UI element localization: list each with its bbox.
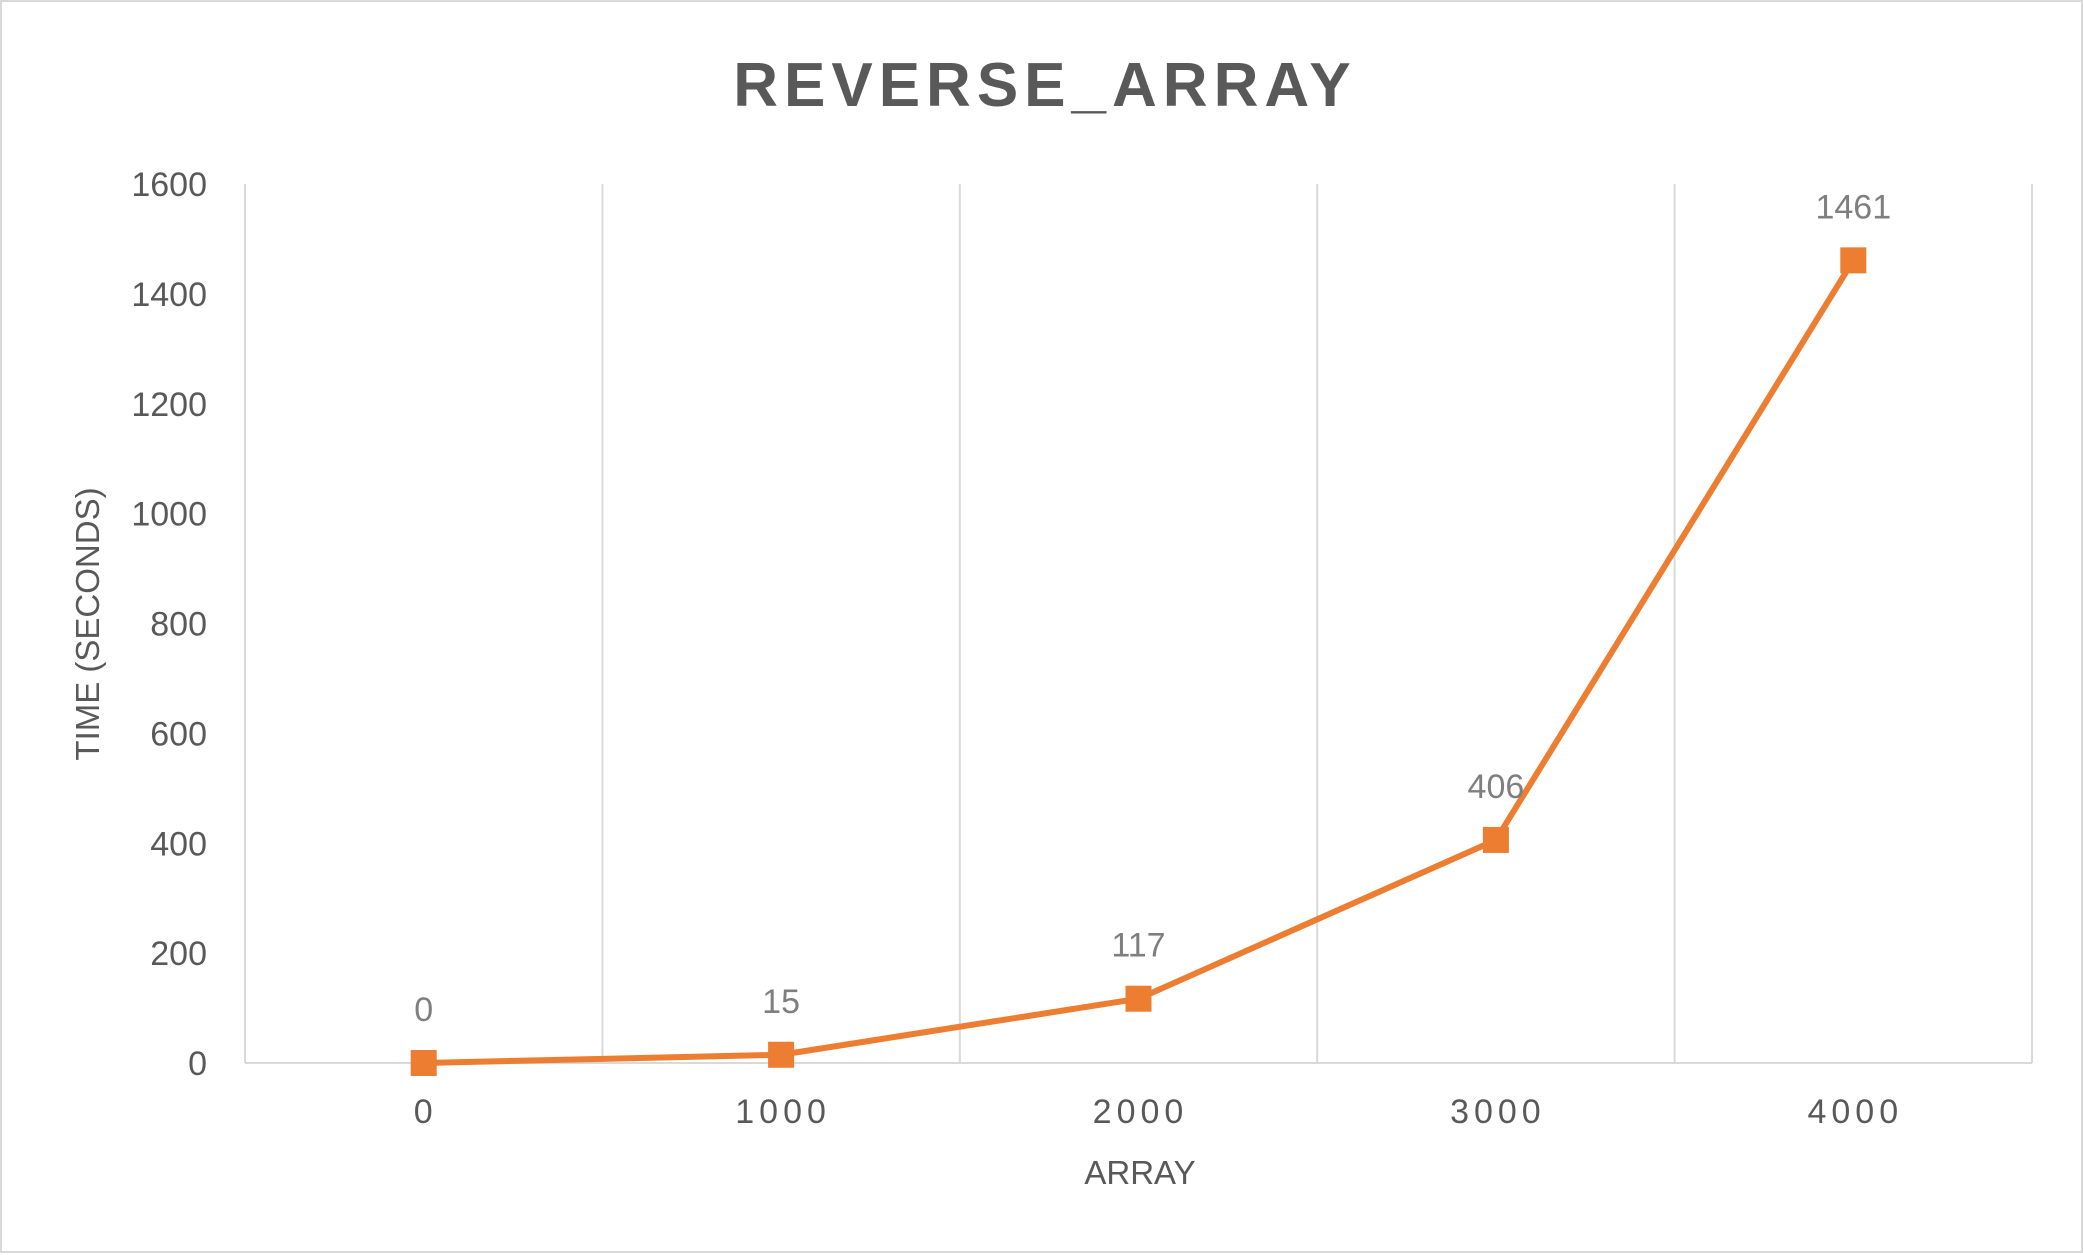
y-tick-label: 1200 bbox=[131, 386, 207, 424]
x-tick-label: 2000 bbox=[1093, 1093, 1189, 1131]
y-tick-label: 1400 bbox=[131, 276, 207, 314]
y-tick-label: 1000 bbox=[131, 496, 207, 534]
data-label: 0 bbox=[414, 991, 433, 1029]
data-label: 406 bbox=[1468, 768, 1525, 806]
y-tick-label: 200 bbox=[150, 935, 207, 973]
x-tick-label: 4000 bbox=[1807, 1093, 1903, 1131]
axes: 0 200 400 600 800 1000 1200 1400 1600 0 1000 2000 30… bbox=[131, 166, 2032, 1131]
y-tick-label: 1600 bbox=[131, 166, 207, 204]
data-label: 15 bbox=[762, 983, 800, 1021]
data-label: 1461 bbox=[1815, 188, 1891, 226]
labels: 0 15 117 406 1461 bbox=[414, 188, 1891, 1029]
x-tick-label: 0 bbox=[414, 1093, 438, 1131]
x-tick-label: 1000 bbox=[735, 1093, 831, 1131]
x-axis-title: ARRAY bbox=[1084, 1154, 1195, 1191]
data-point-marker bbox=[768, 1041, 795, 1068]
y-tick-label: 400 bbox=[150, 825, 207, 863]
gridlines bbox=[244, 184, 2033, 1063]
x-tick-label: 3000 bbox=[1450, 1093, 1546, 1131]
chart-title: REVERSE_ARRAY bbox=[733, 51, 1357, 120]
y-tick-label: 600 bbox=[150, 715, 207, 753]
y-axis-title: TIME (SECONDS) bbox=[69, 487, 106, 760]
data-point-marker bbox=[1482, 826, 1509, 853]
data-label: 117 bbox=[1111, 927, 1165, 965]
data-point-marker bbox=[1840, 247, 1867, 274]
series bbox=[410, 247, 1867, 1076]
data-point-marker bbox=[1125, 985, 1152, 1012]
y-tick-label: 800 bbox=[150, 606, 207, 644]
y-tick-label: 0 bbox=[188, 1045, 207, 1083]
data-point-marker bbox=[410, 1050, 437, 1076]
